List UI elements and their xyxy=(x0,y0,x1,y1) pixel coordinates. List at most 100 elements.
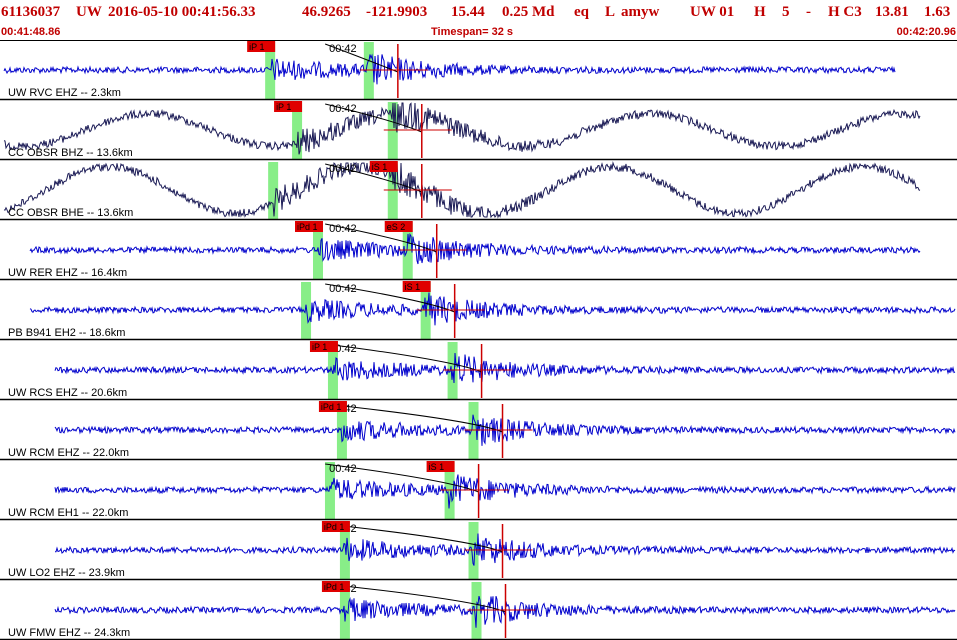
waveform xyxy=(3,102,921,155)
trace-row: 00:42 iP 1 UW RVC EHZ -- 2.3km xyxy=(0,41,957,101)
waveform xyxy=(54,474,956,509)
time-tick-label: 00:42 xyxy=(329,163,357,175)
pick-window xyxy=(339,582,350,640)
event-stations: 5 xyxy=(782,4,790,20)
trace-row: 00:42 iP 1 CC OBSR BHZ -- 13.6km xyxy=(0,101,957,161)
event-rms: 1.63 xyxy=(924,4,951,20)
pick-box xyxy=(247,41,276,52)
channel-label: PB B941 EH2 -- 18.6km xyxy=(8,327,125,339)
channel-label: CC OBSR BHE -- 13.6km xyxy=(8,207,133,219)
event-dist: 13.81 xyxy=(875,4,909,20)
channel-label: UW FMW EHZ -- 24.3km xyxy=(8,627,130,639)
pick-window xyxy=(363,42,374,100)
pick-window xyxy=(444,462,455,520)
pick-window xyxy=(339,522,350,580)
pick-window xyxy=(268,162,279,220)
arrival-curve xyxy=(325,403,503,433)
channel-label: UW RCM EHZ -- 22.0km xyxy=(8,447,129,459)
pick-window xyxy=(324,462,335,520)
arrival-curve xyxy=(325,583,506,613)
pick-box xyxy=(318,401,347,412)
trace-row: 00:42 iPd 1 eS 2 UW RER EHZ -- 16.4km xyxy=(0,221,957,281)
pick-box xyxy=(274,101,303,112)
pick-window xyxy=(336,402,347,460)
event-user: amyw xyxy=(621,4,660,20)
time-tick-label: 00:42 xyxy=(329,223,357,235)
arrival-curve xyxy=(325,103,422,133)
channel-label: UW RER EHZ -- 16.4km xyxy=(8,267,127,279)
time-tick-label: 00:42 xyxy=(329,283,357,295)
event-summary-line: 61136037 UW 2016-05-10 00:41:56.33 46.92… xyxy=(0,4,957,22)
pick-box xyxy=(309,341,338,352)
waveform xyxy=(3,53,896,85)
event-magnitude: 0.25 Md xyxy=(502,4,555,20)
pick-box xyxy=(321,581,350,592)
timespan: Timespan= 32 s xyxy=(431,26,514,38)
channel-label: UW RCS EHZ -- 20.6km xyxy=(8,387,127,399)
pick-window xyxy=(265,42,276,100)
waveform xyxy=(54,414,956,446)
arrival-curve xyxy=(325,163,422,193)
pick-label: iS 1 xyxy=(372,162,388,172)
pick-label: iPd 1 xyxy=(324,582,345,592)
waveform xyxy=(55,533,956,566)
event-lon: -121.9903 xyxy=(366,4,428,20)
time-tick-label: 00:42 xyxy=(329,463,357,475)
start-time: 00:41:48.86 xyxy=(1,26,61,38)
arrival-curve xyxy=(325,343,482,373)
event-header: 61136037 UW 2016-05-10 00:41:56.33 46.92… xyxy=(0,0,957,41)
pick-window xyxy=(301,282,312,340)
event-id: 61136037 xyxy=(1,4,61,20)
event-network: UW xyxy=(76,4,102,20)
channel-label: CC OBSR BHZ -- 13.6km xyxy=(8,147,133,159)
event-dash: - xyxy=(806,4,811,20)
pick-label: iP 1 xyxy=(249,42,264,52)
event-qualcode: H C3 xyxy=(828,4,862,20)
pick-window xyxy=(468,402,479,460)
trace-row: 00:42 iS 1 CC OBSR BHE -- 13.6km xyxy=(0,161,957,221)
trace-row: 00:42 iS 1 PB B941 EH2 -- 18.6km xyxy=(0,281,957,341)
waveform xyxy=(29,232,921,265)
arrival-curve xyxy=(325,523,503,553)
pick-window xyxy=(387,102,398,160)
time-tick-label: 00:42 xyxy=(329,43,357,55)
pick-window xyxy=(468,522,479,580)
pick-box xyxy=(402,281,431,292)
waveform xyxy=(54,352,956,384)
pick-label: iS 1 xyxy=(405,282,421,292)
event-type: eq xyxy=(574,4,589,20)
channel-label: UW RVC EHZ -- 2.3km xyxy=(8,87,121,99)
pick-window xyxy=(313,222,324,280)
event-lat: 46.9265 xyxy=(302,4,351,20)
pick-box xyxy=(426,461,455,472)
time-tick-label: 00:42 xyxy=(329,103,357,115)
event-auth: UW 01 xyxy=(690,4,735,20)
channel-label: UW RCM EH1 -- 22.0km xyxy=(8,507,128,519)
waveform xyxy=(29,292,956,326)
pick-box xyxy=(295,221,324,232)
pick-label: eS 2 xyxy=(387,222,406,232)
pick-box xyxy=(369,161,398,172)
event-gtype: L xyxy=(605,4,616,20)
event-datetime: 2016-05-10 00:41:56.33 xyxy=(108,4,256,20)
trace-row: 00:42 iS 1 UW RCM EH1 -- 22.0km xyxy=(0,461,957,521)
event-quality: H xyxy=(754,4,766,20)
arrival-curve xyxy=(325,223,437,253)
pick-label: iP 1 xyxy=(276,102,291,112)
pick-box xyxy=(384,221,413,232)
arrival-curve xyxy=(325,463,479,493)
pick-label: iPd 1 xyxy=(324,522,345,532)
pick-label: iP 1 xyxy=(312,342,327,352)
channel-label: UW LO2 EHZ -- 23.9km xyxy=(8,567,125,579)
pick-label: iPd 1 xyxy=(297,222,318,232)
pick-label: iS 1 xyxy=(429,462,445,472)
waveform xyxy=(3,161,921,219)
pick-window xyxy=(292,102,303,160)
pick-label: iPd 1 xyxy=(321,402,342,412)
pick-window xyxy=(402,222,413,280)
seismogram-panel: 00:42 iP 1 UW RVC EHZ -- 2.3km 00:42 iP 1 CC … xyxy=(0,41,957,640)
